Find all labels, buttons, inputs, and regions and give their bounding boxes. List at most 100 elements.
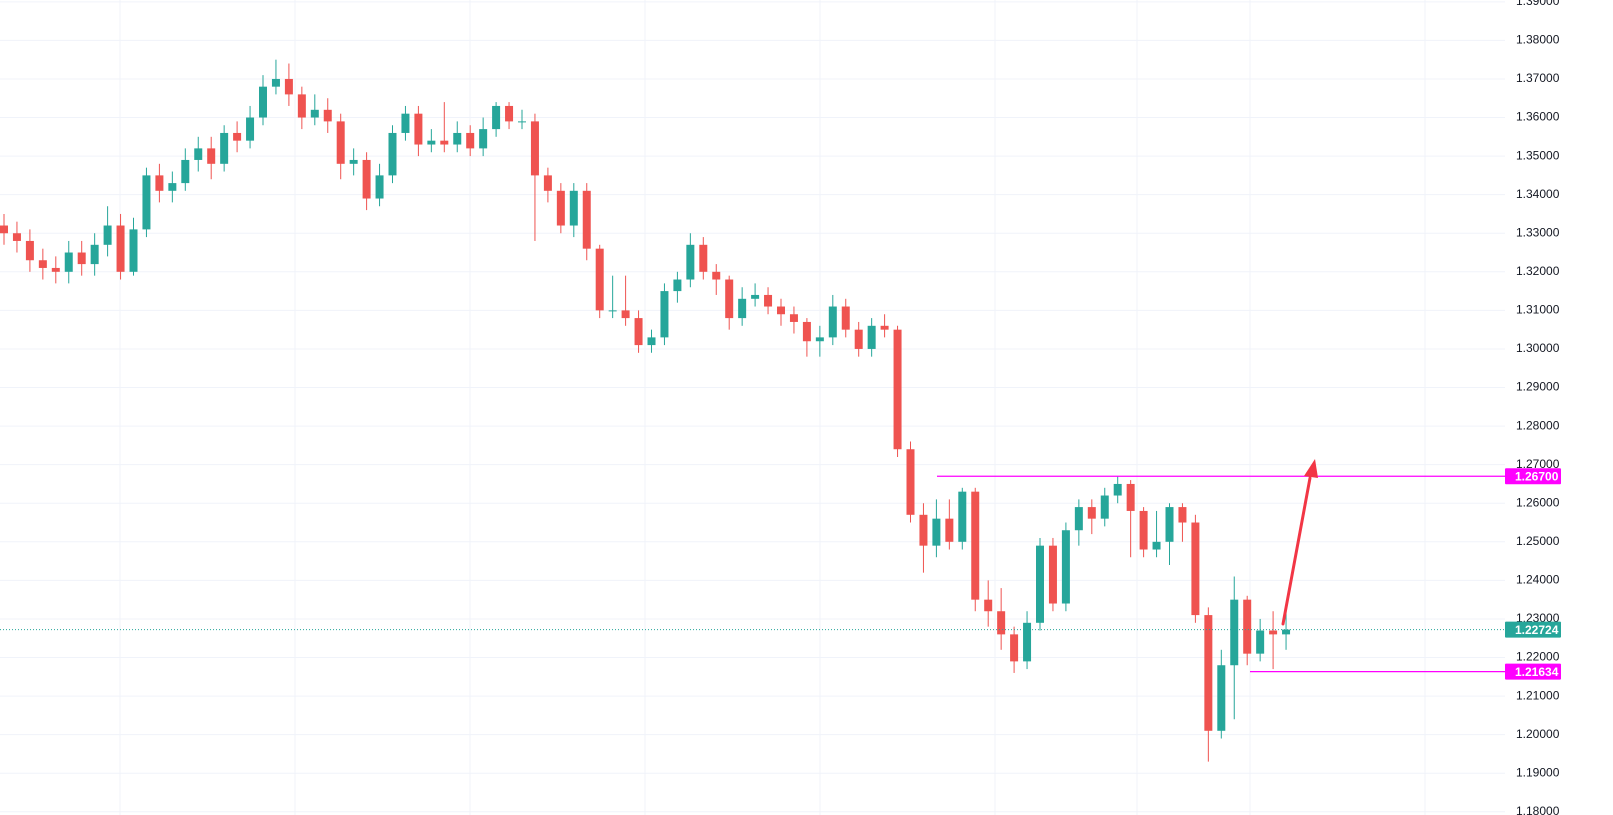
- candle-body: [427, 140, 436, 145]
- candle-body: [194, 148, 203, 160]
- candle-body: [375, 175, 384, 199]
- candle-body: [453, 132, 462, 145]
- y-tick-label: 1.38000: [1516, 33, 1560, 47]
- y-tick-label: 1.29000: [1516, 380, 1560, 394]
- y-tick-label: 1.35000: [1516, 148, 1560, 162]
- y-tick-label: 1.22000: [1516, 650, 1560, 664]
- y-tick-label: 1.33000: [1516, 225, 1560, 239]
- price-tag: [1505, 621, 1561, 638]
- y-tick-label: 1.31000: [1516, 303, 1560, 317]
- candle-body: [362, 159, 371, 199]
- candle-body: [595, 248, 604, 311]
- candle-body: [1139, 510, 1148, 550]
- candle-body: [1113, 483, 1122, 496]
- y-tick-label: 1.39000: [1516, 0, 1560, 8]
- candle-body: [932, 518, 941, 546]
- candle-body: [543, 175, 552, 191]
- candle-body: [246, 117, 255, 141]
- candle-body: [38, 260, 47, 268]
- candle-body: [440, 140, 449, 145]
- candle-body: [1230, 599, 1239, 666]
- arrow-head: [1304, 459, 1318, 478]
- candle-body: [310, 109, 319, 118]
- candle-body: [155, 175, 164, 191]
- candle-body: [1204, 615, 1213, 731]
- candle-body: [738, 298, 747, 319]
- candle-body: [1023, 622, 1032, 662]
- candle-body: [945, 518, 954, 542]
- candle-body: [673, 279, 682, 292]
- candle-body: [1282, 629, 1291, 635]
- candle-body: [660, 291, 669, 338]
- y-tick-label: 1.24000: [1516, 573, 1560, 587]
- candle-body: [1100, 495, 1109, 519]
- candle-body: [181, 159, 190, 184]
- candle-body: [815, 337, 824, 342]
- candle-body: [789, 314, 798, 322]
- price-tag: [1505, 663, 1561, 680]
- y-tick-label: 1.21000: [1516, 688, 1560, 702]
- candle-body: [1048, 545, 1057, 604]
- candle-body: [556, 190, 565, 226]
- y-tick-label: 1.37000: [1516, 71, 1560, 85]
- candle-body: [518, 121, 526, 123]
- candle-body: [854, 329, 863, 349]
- candle-body: [142, 175, 151, 230]
- candle-body: [958, 491, 967, 542]
- candle-body: [828, 306, 837, 338]
- candle-body: [751, 294, 760, 299]
- candle-body: [25, 240, 34, 261]
- price-tag-label: 1.26700: [1515, 469, 1559, 483]
- price-tag: [1505, 468, 1561, 485]
- candle-body: [1087, 507, 1096, 519]
- candle-body: [1269, 630, 1278, 635]
- candle-body: [1010, 634, 1019, 662]
- candle-body: [634, 318, 643, 346]
- y-tick-label: 1.26000: [1516, 495, 1560, 509]
- candle-body: [233, 132, 242, 141]
- candle-body: [505, 105, 514, 122]
- candle-body: [867, 325, 876, 349]
- candle-body: [77, 252, 86, 265]
- candle-body: [608, 310, 617, 312]
- price-tag-label: 1.21634: [1515, 665, 1559, 679]
- candle-body: [906, 449, 915, 515]
- candle-body: [1256, 630, 1265, 654]
- candle-body: [686, 244, 695, 280]
- candle-body: [116, 225, 125, 272]
- candle-body: [569, 190, 578, 226]
- candle-body: [1178, 507, 1187, 523]
- candle-body: [582, 190, 591, 249]
- candle-body: [323, 109, 332, 122]
- candle-body: [414, 113, 423, 145]
- price-tag-label: 1.22724: [1515, 623, 1559, 637]
- candle-body: [479, 129, 488, 149]
- candle-body: [466, 132, 475, 149]
- candle-body: [492, 105, 501, 130]
- y-tick-label: 1.32000: [1516, 264, 1560, 278]
- arrow-shaft: [1281, 476, 1312, 626]
- y-tick-label: 1.25000: [1516, 534, 1560, 548]
- candle-body: [764, 294, 773, 307]
- candle-body: [51, 267, 60, 272]
- candle-body: [207, 148, 216, 164]
- candle-body: [699, 244, 708, 272]
- candle-body: [530, 121, 539, 176]
- y-tick-label: 1.30000: [1516, 341, 1560, 355]
- y-tick-label: 1.27000: [1516, 457, 1560, 471]
- candle-body: [1243, 599, 1252, 654]
- candle-body: [168, 183, 177, 191]
- candle-body: [349, 159, 358, 164]
- candle-body: [777, 306, 785, 315]
- y-tick-label: 1.18000: [1516, 804, 1560, 815]
- y-tick-label: 1.34000: [1516, 187, 1560, 201]
- candle-body: [12, 233, 21, 241]
- candle-body: [271, 78, 280, 87]
- candle-body: [297, 94, 306, 118]
- candle-body: [880, 325, 889, 330]
- candle-body: [725, 279, 734, 319]
- candle-body: [1165, 507, 1174, 542]
- candle-body: [220, 132, 229, 164]
- candle-body: [284, 78, 293, 95]
